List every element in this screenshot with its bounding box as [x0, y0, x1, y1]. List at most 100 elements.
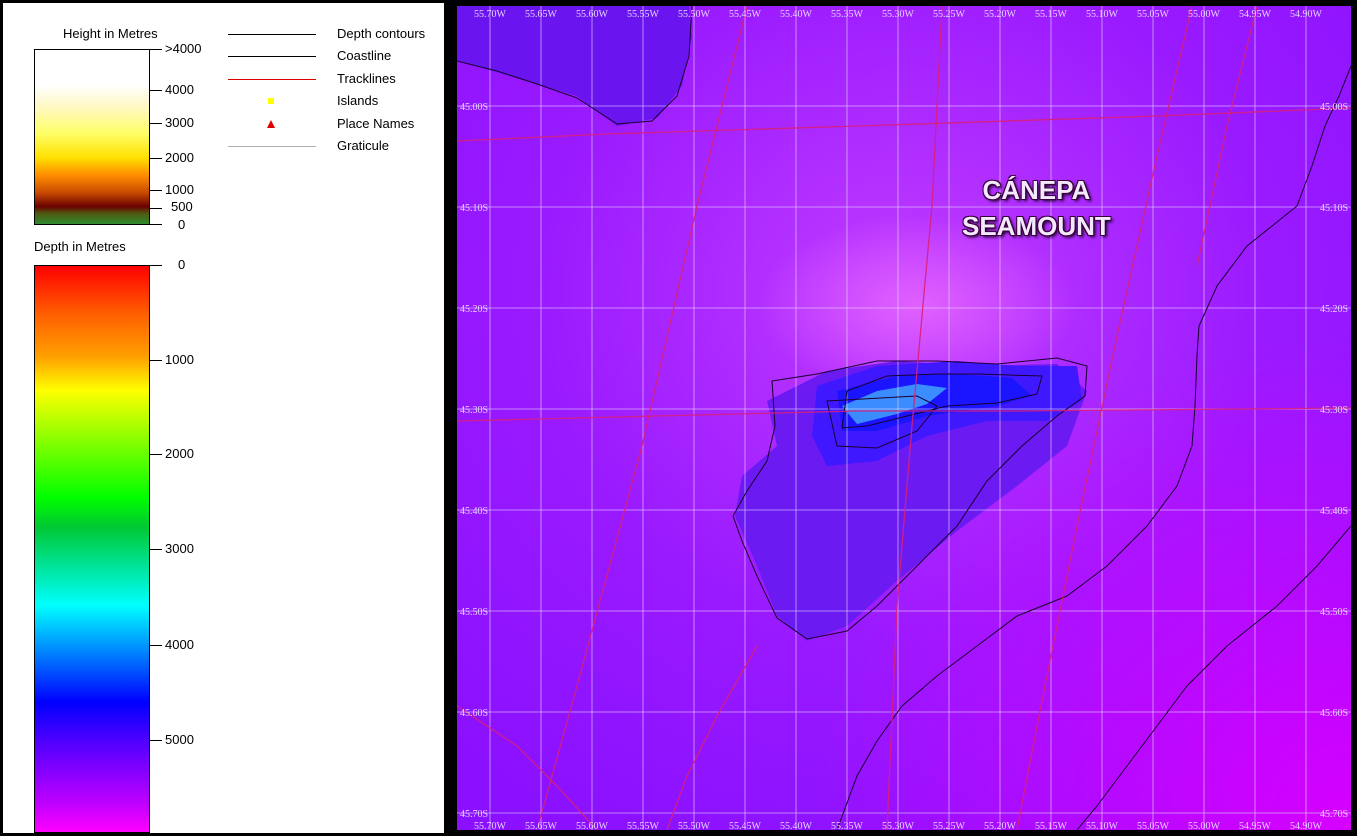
- place-names-symbol: [267, 120, 275, 128]
- longitude-label: 54.95W: [1239, 9, 1272, 20]
- longitude-label: 54.90W: [1290, 9, 1323, 20]
- height-tick-label: >4000: [165, 41, 202, 56]
- longitude-label: 55.40W: [780, 9, 813, 20]
- contour-line: [836, 65, 1351, 830]
- seamount-summit-shading: [757, 216, 1077, 396]
- longitude-label: 55.45W: [729, 821, 762, 830]
- height-tick-label: 500: [171, 199, 193, 214]
- latitude-label: 45.10S: [1320, 203, 1348, 214]
- longitude-label: 55.00W: [1188, 9, 1221, 20]
- depth-tick-mark: [150, 549, 162, 550]
- longitude-label: 55.20W: [984, 9, 1017, 20]
- trackline: [886, 6, 943, 830]
- latitude-label: 45.60S: [460, 708, 488, 719]
- depth-tick-label: 1000: [165, 352, 194, 367]
- trackline: [1196, 6, 1258, 267]
- longitude-label: 55.60W: [576, 821, 609, 830]
- islands-symbol: [268, 98, 274, 104]
- height-tick-mark: [150, 49, 162, 50]
- latitude-label: 45.70S: [1320, 809, 1348, 820]
- longitude-label: 54.95W: [1239, 821, 1272, 830]
- depth-tick-label: 4000: [165, 637, 194, 652]
- contour-line: [457, 6, 693, 125]
- graticule-symbol: [228, 146, 316, 147]
- longitude-label: 55.50W: [678, 9, 711, 20]
- coastline-symbol: [228, 56, 316, 57]
- tracklines: [457, 6, 1351, 830]
- depth-tick-label: 0: [178, 257, 186, 272]
- legend-item-label: Tracklines: [337, 71, 396, 86]
- height-tick-mark: [150, 158, 162, 159]
- longitude-label: 55.55W: [627, 821, 660, 830]
- height-tick-mark: [150, 224, 162, 225]
- longitude-label: 55.30W: [882, 9, 915, 20]
- depth-tick-label: 5000: [165, 732, 194, 747]
- longitude-label: 55.70W: [474, 821, 507, 830]
- latitude-label: 45.00S: [1320, 102, 1348, 113]
- height-tick-label: 4000: [165, 82, 194, 97]
- latitude-label: 45.60S: [1320, 708, 1348, 719]
- longitude-label: 55.45W: [729, 9, 762, 20]
- latitude-label: 45.30S: [460, 405, 488, 416]
- latitude-label: 45.40S: [460, 506, 488, 517]
- height-legend-title: Height in Metres: [63, 26, 158, 41]
- depth-tick-label: 2000: [165, 446, 194, 461]
- map-canvas[interactable]: 55.70W 55.70W 55.65W 55.65W 55.60W 55.60W 55.5…: [457, 6, 1351, 830]
- longitude-label: 55.25W: [933, 9, 966, 20]
- longitude-label: 55.70W: [474, 9, 507, 20]
- height-tick-mark: [150, 90, 162, 91]
- bathymetry-shallow-patch: [457, 6, 692, 126]
- longitude-label: 55.10W: [1086, 821, 1119, 830]
- contour-line: [732, 357, 1088, 640]
- depth-tick-mark: [150, 645, 162, 646]
- longitude-label: 55.40W: [780, 821, 813, 830]
- depth-tick-mark: [150, 454, 162, 455]
- contour-line: [826, 395, 938, 449]
- depth-tick-label: 3000: [165, 541, 194, 556]
- longitude-label: 55.10W: [1086, 9, 1119, 20]
- longitude-label: 55.65W: [525, 821, 558, 830]
- graticule-labels: 55.70W 55.70W 55.65W 55.65W 55.60W 55.60W 55.5…: [460, 9, 1348, 830]
- depth-legend-title: Depth in Metres: [34, 239, 126, 254]
- latitude-label: 45.50S: [1320, 607, 1348, 618]
- longitude-label: 55.50W: [678, 821, 711, 830]
- longitude-label: 55.65W: [525, 9, 558, 20]
- depth-color-ramp: [34, 265, 150, 833]
- height-tick-label: 2000: [165, 150, 194, 165]
- legend-item-label: Islands: [337, 93, 379, 108]
- place-name-line-2: SEAMOUNT: [962, 211, 1111, 241]
- legend-item-label: Depth contours: [337, 26, 426, 41]
- longitude-label: 55.15W: [1035, 9, 1068, 20]
- longitude-label: 54.90W: [1290, 821, 1323, 830]
- tracklines-symbol: [228, 79, 316, 80]
- place-name-label: CÁNEPA SEAMOUNT: [962, 172, 1111, 244]
- height-tick-label: 3000: [165, 115, 194, 130]
- latitude-label: 45.50S: [460, 607, 488, 618]
- longitude-label: 55.20W: [984, 821, 1017, 830]
- height-tick-mark: [150, 190, 162, 191]
- height-color-ramp: [34, 49, 150, 225]
- height-tick-mark: [150, 208, 162, 209]
- latitude-label: 45.20S: [1320, 304, 1348, 315]
- longitude-label: 55.05W: [1137, 821, 1170, 830]
- trackline: [457, 705, 598, 830]
- longitude-label: 55.30W: [882, 821, 915, 830]
- trackline: [457, 410, 1017, 422]
- longitude-label: 55.35W: [831, 821, 864, 830]
- seamount-summit-patch: [842, 384, 947, 424]
- latitude-label: 45.00S: [460, 102, 488, 113]
- latitude-label: 45.20S: [460, 304, 488, 315]
- height-tick-label: 1000: [165, 182, 194, 197]
- trackline: [666, 645, 758, 830]
- height-tick-label: 0: [178, 217, 186, 232]
- longitude-label: 55.35W: [831, 9, 864, 20]
- trackline: [457, 107, 1351, 142]
- contour-line: [1076, 525, 1351, 830]
- bathymetry-map[interactable]: 55.70W 55.70W 55.65W 55.65W 55.60W 55.60W 55.5…: [457, 6, 1351, 830]
- latitude-label: 45.70S: [460, 809, 488, 820]
- latitude-label: 45.40S: [1320, 506, 1348, 517]
- place-name-line-1: CÁNEPA: [982, 175, 1091, 205]
- height-tick-mark: [150, 123, 162, 124]
- longitude-label: 55.00W: [1188, 821, 1221, 830]
- contour-line: [841, 373, 1043, 429]
